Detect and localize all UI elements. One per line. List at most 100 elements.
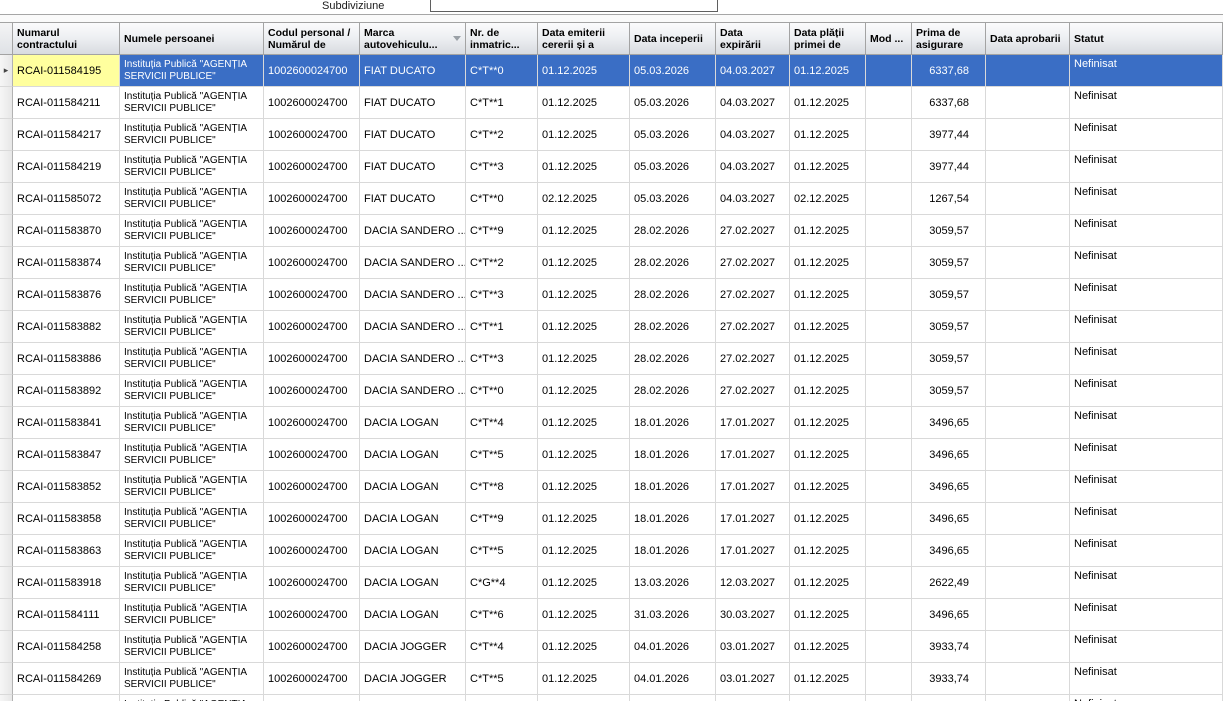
cell-emiterii[interactable]: 02.12.2025 bbox=[538, 183, 630, 215]
cell-inceperii[interactable]: 05.03.2026 bbox=[630, 87, 716, 119]
header-cell-statut[interactable]: Statut bbox=[1070, 23, 1223, 55]
cell-statut[interactable]: Nefinisat bbox=[1070, 55, 1223, 87]
cell-inceperii[interactable]: 28.02.2026 bbox=[630, 279, 716, 311]
cell-prima[interactable]: 1267,54 bbox=[912, 183, 986, 215]
cell-aprobarii[interactable] bbox=[986, 55, 1070, 87]
cell-inceperii[interactable]: 05.03.2026 bbox=[630, 119, 716, 151]
cell-nr[interactable]: C*G**4 bbox=[466, 567, 538, 599]
cell-prima[interactable]: 3496,65 bbox=[912, 503, 986, 535]
cell-platii[interactable]: 01.12.2025 bbox=[790, 279, 866, 311]
cell-platii[interactable]: 01.12.2025 bbox=[790, 631, 866, 663]
cell-statut[interactable]: Nefinisat bbox=[1070, 375, 1223, 407]
cell-aprobarii[interactable] bbox=[986, 87, 1070, 119]
table-row[interactable]: RCAI-011583918 Instituția Publică "AGENȚI… bbox=[0, 567, 1223, 599]
cell-nr[interactable]: C*T**3 bbox=[466, 343, 538, 375]
cell-platii[interactable]: 01.12.2025 bbox=[790, 663, 866, 695]
table-row[interactable]: RCAI-011585072 Instituția Publică "AGENȚI… bbox=[0, 183, 1223, 215]
header-cell-aprobarii[interactable]: Data aprobarii bbox=[986, 23, 1070, 55]
row-gutter[interactable] bbox=[0, 119, 13, 151]
cell-expirarii[interactable]: 04.03.2027 bbox=[716, 55, 790, 87]
cell-inceperii[interactable]: 28.02.2026 bbox=[630, 247, 716, 279]
header-cell-contract[interactable]: Numarul contractului bbox=[13, 23, 120, 55]
cell-platii[interactable]: 01.12.2025 bbox=[790, 439, 866, 471]
row-gutter[interactable] bbox=[0, 343, 13, 375]
cell-aprobarii[interactable] bbox=[986, 343, 1070, 375]
cell-nr[interactable]: C*T**8 bbox=[466, 471, 538, 503]
cell-prima[interactable]: 3059,57 bbox=[912, 343, 986, 375]
cell-aprobarii[interactable] bbox=[986, 119, 1070, 151]
cell-contract[interactable]: RCAI-011583852 bbox=[13, 471, 120, 503]
cell-marca[interactable]: FIAT DUCATO bbox=[360, 119, 466, 151]
cell-code[interactable] bbox=[264, 695, 360, 701]
cell-prima[interactable]: 2622,49 bbox=[912, 567, 986, 599]
cell-aprobarii[interactable] bbox=[986, 247, 1070, 279]
cell-name[interactable]: Instituția Publică "AGENȚIA SERVICII PUB… bbox=[120, 311, 264, 343]
cell-name[interactable]: Instituția Publică "AGENȚIA SERVICII PUB… bbox=[120, 631, 264, 663]
cell-name[interactable]: Instituția Publică "AGENȚIA SERVICII PUB… bbox=[120, 695, 264, 701]
cell-aprobarii[interactable] bbox=[986, 279, 1070, 311]
cell-contract[interactable] bbox=[13, 695, 120, 701]
cell-statut[interactable]: Nefinisat bbox=[1070, 695, 1223, 701]
cell-platii[interactable]: 01.12.2025 bbox=[790, 567, 866, 599]
cell-nr[interactable]: C*T**0 bbox=[466, 375, 538, 407]
row-gutter[interactable] bbox=[0, 439, 13, 471]
cell-inceperii[interactable]: 18.01.2026 bbox=[630, 535, 716, 567]
cell-platii[interactable]: 01.12.2025 bbox=[790, 87, 866, 119]
cell-emiterii[interactable]: 01.12.2025 bbox=[538, 87, 630, 119]
cell-mod[interactable] bbox=[866, 471, 912, 503]
header-cell-name[interactable]: Numele persoanei bbox=[120, 23, 264, 55]
header-cell-prima[interactable]: Prima de asigurare bbox=[912, 23, 986, 55]
row-gutter[interactable] bbox=[0, 151, 13, 183]
cell-inceperii[interactable]: 28.02.2026 bbox=[630, 375, 716, 407]
cell-marca[interactable]: FIAT DUCATO bbox=[360, 55, 466, 87]
cell-nr[interactable]: C*T**9 bbox=[466, 215, 538, 247]
cell-mod[interactable] bbox=[866, 695, 912, 701]
cell-inceperii[interactable]: 18.01.2026 bbox=[630, 407, 716, 439]
cell-expirarii[interactable]: 27.02.2027 bbox=[716, 215, 790, 247]
cell-inceperii[interactable]: 05.03.2026 bbox=[630, 183, 716, 215]
cell-prima[interactable]: 3059,57 bbox=[912, 279, 986, 311]
cell-marca[interactable]: FIAT DUCATO bbox=[360, 87, 466, 119]
cell-prima[interactable] bbox=[912, 695, 986, 701]
cell-statut[interactable]: Nefinisat bbox=[1070, 343, 1223, 375]
row-gutter[interactable] bbox=[0, 471, 13, 503]
cell-aprobarii[interactable] bbox=[986, 599, 1070, 631]
table-row[interactable]: RCAI-011584219 Instituția Publică "AGENȚI… bbox=[0, 151, 1223, 183]
cell-mod[interactable] bbox=[866, 567, 912, 599]
cell-contract[interactable]: RCAI-011583892 bbox=[13, 375, 120, 407]
cell-nr[interactable]: C*T**4 bbox=[466, 407, 538, 439]
header-cell-marca[interactable]: Marca autovehiculu... bbox=[360, 23, 466, 55]
row-gutter[interactable] bbox=[0, 535, 13, 567]
table-row[interactable]: RCAI-011583847 Instituția Publică "AGENȚI… bbox=[0, 439, 1223, 471]
cell-platii[interactable]: 02.12.2025 bbox=[790, 183, 866, 215]
cell-nr[interactable]: C*T**2 bbox=[466, 247, 538, 279]
cell-statut[interactable]: Nefinisat bbox=[1070, 663, 1223, 695]
cell-nr[interactable]: C*T**3 bbox=[466, 151, 538, 183]
cell-platii[interactable] bbox=[790, 695, 866, 701]
row-gutter[interactable] bbox=[0, 695, 13, 701]
cell-platii[interactable]: 01.12.2025 bbox=[790, 311, 866, 343]
cell-emiterii[interactable]: 01.12.2025 bbox=[538, 311, 630, 343]
cell-prima[interactable]: 6337,68 bbox=[912, 87, 986, 119]
table-row[interactable]: RCAI-011583886 Instituția Publică "AGENȚI… bbox=[0, 343, 1223, 375]
cell-emiterii[interactable]: 01.12.2025 bbox=[538, 215, 630, 247]
cell-mod[interactable] bbox=[866, 631, 912, 663]
header-cell-inceperii[interactable]: Data inceperii bbox=[630, 23, 716, 55]
cell-emiterii[interactable]: 01.12.2025 bbox=[538, 535, 630, 567]
cell-nr[interactable]: C*T**1 bbox=[466, 311, 538, 343]
row-gutter[interactable] bbox=[0, 407, 13, 439]
row-gutter[interactable] bbox=[0, 631, 13, 663]
cell-nr[interactable]: C*T**2 bbox=[466, 119, 538, 151]
cell-code[interactable]: 1002600024700 bbox=[264, 503, 360, 535]
cell-emiterii[interactable]: 01.12.2025 bbox=[538, 663, 630, 695]
cell-marca[interactable]: DACIA SANDERO ... bbox=[360, 215, 466, 247]
cell-mod[interactable] bbox=[866, 215, 912, 247]
cell-code[interactable]: 1002600024700 bbox=[264, 407, 360, 439]
cell-code[interactable]: 1002600024700 bbox=[264, 87, 360, 119]
cell-code[interactable]: 1002600024700 bbox=[264, 567, 360, 599]
cell-inceperii[interactable]: 04.01.2026 bbox=[630, 631, 716, 663]
cell-emiterii[interactable]: 01.12.2025 bbox=[538, 151, 630, 183]
table-row[interactable]: RCAI-011583841 Instituția Publică "AGENȚI… bbox=[0, 407, 1223, 439]
cell-prima[interactable]: 3977,44 bbox=[912, 119, 986, 151]
cell-aprobarii[interactable] bbox=[986, 695, 1070, 701]
